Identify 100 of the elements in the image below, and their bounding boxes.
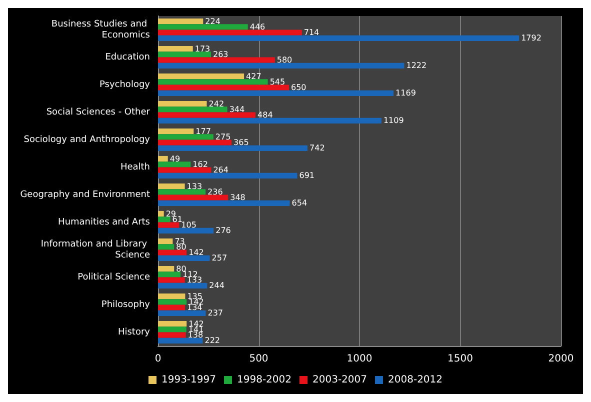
data-label: 691 — [299, 171, 315, 180]
y-tick-label: History — [118, 327, 151, 338]
bar — [158, 189, 206, 195]
y-tick-label: Political Science — [78, 272, 150, 282]
data-label: 222 — [204, 336, 220, 346]
y-tick-label: Psychology — [100, 80, 151, 90]
bar — [158, 228, 214, 234]
bar — [158, 167, 212, 173]
data-label: 1169 — [396, 88, 416, 98]
bar — [158, 338, 203, 344]
data-label: 1109 — [383, 116, 404, 126]
data-label: 580 — [276, 56, 292, 65]
bar — [158, 73, 244, 80]
data-label: 61 — [172, 214, 182, 224]
bar — [158, 79, 268, 85]
bar — [158, 145, 308, 152]
bar — [158, 18, 204, 24]
data-label: 344 — [229, 104, 245, 114]
bar — [158, 62, 404, 69]
bar — [158, 112, 256, 118]
y-tick-label: Social Sciences - Other — [46, 107, 150, 118]
bar — [158, 46, 193, 52]
x-tick-label: 1000 — [346, 354, 372, 364]
data-label: 276 — [216, 226, 231, 236]
data-label: 264 — [213, 166, 228, 175]
bar — [158, 106, 228, 112]
bar — [158, 52, 211, 58]
data-label: 545 — [270, 77, 286, 86]
bar — [158, 272, 181, 278]
data-label: 138 — [188, 330, 204, 340]
bar — [158, 84, 289, 90]
x-tick-label: 2000 — [548, 354, 574, 364]
bar — [158, 250, 187, 256]
bar — [158, 310, 206, 316]
bar — [158, 222, 180, 228]
bar — [158, 266, 174, 272]
data-label: 162 — [192, 160, 208, 169]
bar — [158, 332, 186, 338]
data-label: 446 — [250, 22, 266, 32]
data-label: 257 — [212, 254, 228, 263]
data-label: 224 — [205, 16, 220, 26]
data-label: 242 — [208, 99, 224, 108]
bar — [158, 210, 164, 217]
bar — [158, 200, 290, 206]
y-tick-label: Health — [120, 162, 150, 172]
bar — [158, 35, 520, 42]
bar — [158, 299, 187, 305]
data-label: 365 — [234, 138, 249, 148]
data-label: 49 — [170, 154, 180, 164]
y-tick-label: Sociology and Anthropology — [24, 134, 151, 145]
data-label: 142 — [188, 248, 204, 258]
bar — [158, 128, 194, 134]
bar — [158, 24, 248, 30]
bar — [158, 100, 207, 107]
data-label: 1222 — [406, 61, 427, 70]
data-label: 236 — [208, 187, 223, 196]
y-tick-label: Philosophy — [101, 300, 151, 310]
data-label: 484 — [258, 110, 273, 120]
x-tick-label: 500 — [249, 354, 268, 364]
data-label: 650 — [290, 83, 306, 92]
data-label: 427 — [246, 72, 262, 81]
y-tick-label: Geography and Environment — [20, 190, 150, 200]
data-label: 348 — [230, 193, 246, 202]
bar — [158, 90, 394, 96]
data-label: 237 — [208, 308, 224, 318]
bar — [158, 156, 168, 162]
bar — [158, 162, 191, 168]
data-label: 714 — [304, 28, 320, 38]
bar — [158, 326, 186, 332]
bar — [158, 194, 228, 200]
data-label: 244 — [209, 281, 224, 290]
bar — [158, 57, 275, 63]
bar — [158, 255, 210, 262]
bar — [158, 320, 187, 327]
x-tick-label: 0 — [154, 354, 162, 364]
bar — [158, 238, 173, 244]
legend-label: 1993-1997 — [161, 374, 216, 386]
y-tick-label: Information and Library Science — [40, 239, 150, 260]
legend-label: 1998-2002 — [236, 374, 292, 386]
data-label: 654 — [292, 198, 308, 208]
data-label: 105 — [181, 220, 196, 230]
x-tick-label: 1500 — [448, 354, 473, 364]
y-tick-label: Education — [105, 52, 150, 62]
bar — [158, 172, 298, 179]
data-label: 275 — [215, 132, 231, 142]
data-label: 1792 — [521, 34, 542, 43]
data-label: 263 — [212, 50, 228, 59]
bar — [158, 183, 185, 190]
data-label: 133 — [186, 276, 202, 285]
bar — [158, 244, 174, 250]
bar — [158, 282, 208, 289]
data-label: 133 — [186, 182, 202, 191]
bar — [158, 30, 302, 36]
bar — [158, 118, 382, 124]
y-tick-label: Humanities and Arts — [58, 217, 150, 228]
bar — [158, 140, 232, 146]
bar — [158, 304, 185, 310]
data-label: 742 — [310, 144, 325, 153]
legend-label: 2008-2012 — [388, 374, 443, 386]
bar — [158, 293, 186, 300]
